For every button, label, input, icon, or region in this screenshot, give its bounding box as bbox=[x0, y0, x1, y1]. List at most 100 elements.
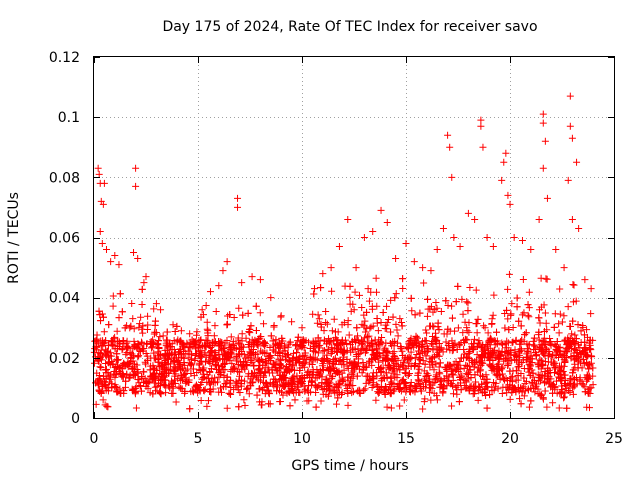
data-point bbox=[168, 379, 176, 387]
data-point bbox=[303, 371, 311, 379]
data-point bbox=[387, 296, 395, 304]
data-point bbox=[180, 347, 188, 355]
data-point bbox=[316, 370, 324, 378]
data-point bbox=[421, 395, 429, 403]
data-point bbox=[299, 352, 307, 360]
data-point bbox=[288, 362, 296, 370]
data-point bbox=[477, 361, 485, 369]
data-point bbox=[476, 383, 484, 391]
data-point bbox=[385, 386, 393, 394]
data-point bbox=[384, 348, 392, 356]
data-point bbox=[544, 352, 552, 360]
data-point bbox=[411, 361, 419, 369]
data-point bbox=[305, 382, 313, 390]
data-point bbox=[104, 369, 112, 377]
data-point bbox=[433, 396, 441, 404]
data-point bbox=[99, 200, 107, 208]
data-point bbox=[269, 346, 277, 354]
data-point bbox=[504, 191, 512, 199]
data-point bbox=[483, 234, 491, 241]
data-point bbox=[128, 350, 136, 358]
data-point bbox=[211, 355, 219, 363]
data-point bbox=[346, 282, 354, 290]
data-point bbox=[197, 336, 205, 344]
data-point bbox=[93, 369, 101, 377]
data-point bbox=[566, 322, 574, 330]
data-point bbox=[138, 374, 146, 382]
data-point bbox=[139, 329, 147, 337]
data-point bbox=[489, 356, 497, 364]
data-point bbox=[154, 358, 162, 366]
data-point bbox=[258, 386, 266, 394]
data-point bbox=[446, 143, 454, 151]
data-point bbox=[210, 339, 218, 347]
data-point bbox=[496, 352, 504, 360]
data-point bbox=[392, 255, 400, 263]
data-point bbox=[392, 355, 400, 363]
data-point bbox=[322, 318, 330, 326]
data-point bbox=[432, 360, 440, 368]
data-point bbox=[486, 391, 494, 399]
data-point bbox=[464, 299, 472, 307]
data-point bbox=[471, 358, 479, 366]
data-point bbox=[535, 374, 543, 382]
data-point bbox=[514, 363, 522, 371]
data-point bbox=[329, 364, 337, 372]
data-point bbox=[473, 351, 481, 359]
data-point bbox=[220, 344, 228, 352]
data-point bbox=[548, 382, 556, 390]
data-point bbox=[555, 329, 563, 337]
data-point bbox=[409, 341, 417, 349]
data-point bbox=[505, 326, 513, 334]
data-point bbox=[304, 389, 312, 397]
data-point bbox=[274, 341, 282, 349]
data-point bbox=[505, 270, 513, 278]
data-point bbox=[118, 308, 126, 316]
data-point bbox=[383, 319, 391, 327]
x-tick-label: 25 bbox=[605, 431, 623, 447]
data-point bbox=[434, 319, 442, 327]
data-point bbox=[137, 313, 145, 321]
data-point bbox=[368, 361, 376, 369]
data-point bbox=[537, 357, 545, 365]
data-point bbox=[175, 383, 183, 391]
data-point bbox=[498, 339, 506, 347]
data-point bbox=[139, 322, 147, 330]
data-point bbox=[411, 336, 419, 344]
data-point bbox=[424, 295, 432, 303]
data-point bbox=[148, 344, 156, 352]
data-point bbox=[394, 362, 402, 370]
data-point bbox=[157, 389, 165, 397]
data-point bbox=[334, 394, 342, 402]
data-point bbox=[198, 306, 206, 314]
data-point bbox=[204, 397, 212, 405]
data-point bbox=[183, 339, 191, 347]
data-point bbox=[542, 275, 550, 283]
data-point bbox=[346, 381, 353, 389]
data-point bbox=[569, 317, 577, 325]
data-point bbox=[271, 375, 279, 383]
data-point bbox=[552, 365, 560, 373]
data-point bbox=[444, 361, 452, 369]
data-point bbox=[122, 377, 130, 385]
data-point bbox=[499, 363, 507, 371]
data-point bbox=[225, 389, 233, 397]
data-point bbox=[116, 290, 124, 298]
data-point bbox=[351, 288, 359, 296]
data-point bbox=[215, 369, 223, 377]
data-point bbox=[580, 348, 588, 356]
data-point bbox=[547, 337, 555, 345]
data-point bbox=[560, 312, 568, 320]
data-point bbox=[266, 400, 274, 408]
data-point bbox=[294, 383, 302, 391]
data-point bbox=[580, 359, 588, 367]
data-point bbox=[425, 377, 433, 385]
data-point bbox=[462, 378, 470, 386]
data-point bbox=[389, 369, 397, 377]
data-point bbox=[577, 327, 585, 335]
data-point bbox=[448, 173, 456, 181]
data-point bbox=[177, 353, 185, 361]
data-point bbox=[263, 379, 271, 387]
data-point bbox=[343, 347, 351, 355]
data-point bbox=[392, 290, 400, 298]
